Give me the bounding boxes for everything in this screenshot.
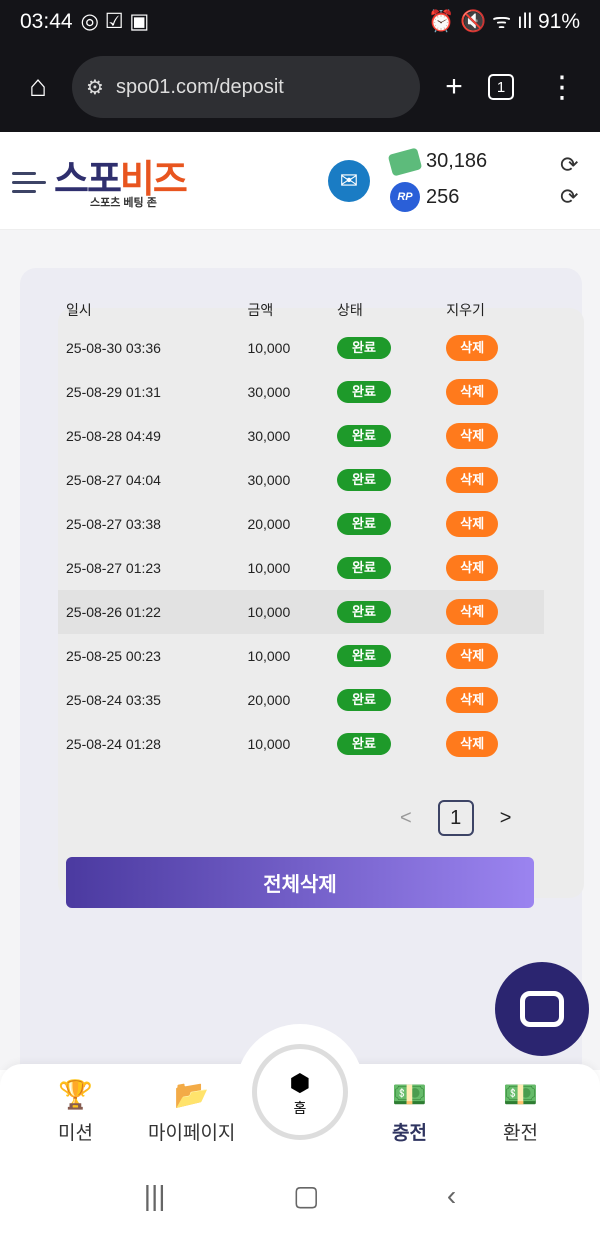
status-badge: 완료: [337, 425, 391, 447]
row-date: 25-08-25 00:23: [66, 648, 161, 664]
delete-all-button[interactable]: 전체삭제: [66, 857, 534, 908]
delete-button[interactable]: 삭제: [446, 511, 499, 537]
refresh-rp-icon[interactable]: ⟳: [560, 184, 579, 209]
nav-deposit[interactable]: 💵 충전: [392, 1079, 427, 1144]
folder-icon: 📂: [174, 1079, 210, 1110]
home-logo-icon: ⬢: [289, 1070, 311, 1097]
delete-button[interactable]: 삭제: [446, 467, 499, 493]
table-row: 25-08-26 01:22 10,000 완료 삭제: [58, 590, 544, 634]
system-nav: ||| ▢ ‹: [0, 1158, 600, 1233]
col-status: 상태: [337, 302, 363, 318]
menu-icon[interactable]: [12, 166, 46, 199]
row-date: 25-08-27 04:04: [66, 472, 161, 488]
next-page-button[interactable]: >: [499, 806, 512, 829]
site-header: 스포비즈 스포츠 베팅 존 ✉ 30,186 RP 256 ⟳ ⟳: [0, 132, 600, 230]
delete-button[interactable]: 삭제: [446, 379, 499, 405]
row-amount: 10,000: [247, 560, 291, 576]
nav-withdraw[interactable]: 💵 환전: [503, 1079, 538, 1144]
money-balance: 30,186: [387, 146, 487, 177]
status-bar: 03:44 ◎ ☑ ▣ ⏰ 🔇 ᯤ ıll 91%: [0, 0, 600, 42]
delete-button[interactable]: 삭제: [446, 731, 499, 757]
delete-button[interactable]: 삭제: [446, 687, 499, 713]
col-amount: 금액: [247, 302, 274, 318]
more-icon[interactable]: ⋮: [547, 70, 577, 104]
new-tab-icon[interactable]: +: [445, 70, 463, 103]
col-delete: 지우기: [446, 302, 485, 318]
prev-page-button[interactable]: <: [400, 806, 412, 829]
row-date: 25-08-30 03:36: [66, 340, 161, 356]
status-badge: 완료: [337, 469, 391, 491]
chat-button[interactable]: [495, 962, 589, 1056]
status-badge: 완료: [337, 337, 391, 359]
clock: 03:44: [20, 9, 73, 33]
row-date: 25-08-24 01:28: [66, 736, 161, 752]
table-row: 25-08-27 04:04 30,000 완료 삭제: [58, 458, 544, 502]
deposit-icon: 💵: [392, 1079, 427, 1110]
mail-icon[interactable]: ✉: [328, 160, 370, 202]
status-badge: 완료: [337, 689, 391, 711]
withdraw-icon: 💵: [503, 1079, 538, 1110]
row-date: 25-08-28 04:49: [66, 428, 161, 444]
row-amount: 20,000: [247, 516, 291, 532]
table-row: 25-08-24 03:35 20,000 완료 삭제: [58, 678, 544, 722]
nav-mypage[interactable]: 📂 마이페이지: [148, 1079, 236, 1144]
row-date: 25-08-24 03:35: [66, 692, 161, 708]
battery: 91%: [537, 10, 580, 33]
row-amount: 10,000: [239, 590, 329, 634]
col-date: 일시: [66, 302, 92, 318]
row-date: 25-08-27 03:38: [66, 516, 161, 532]
status-badge: 완료: [337, 381, 391, 403]
status-badge: 완료: [337, 601, 391, 623]
status-badge: 완료: [337, 733, 391, 755]
row-amount: 30,000: [247, 472, 291, 488]
deposit-history-table: 일시 금액 상태 지우기 25-08-30 03:36 10,000 완료 삭제…: [58, 294, 544, 766]
row-date: 25-08-27 01:23: [66, 560, 161, 576]
table-row: 25-08-24 01:28 10,000 완료 삭제: [58, 722, 544, 766]
status-icons: ⏰ 🔇 ᯤ ıll: [427, 10, 538, 33]
nav-home[interactable]: ⬢ 홈: [236, 1024, 364, 1152]
table-row: 25-08-27 03:38 20,000 완료 삭제: [58, 502, 544, 546]
pagination: < 1 >: [400, 800, 511, 836]
url-bar[interactable]: ⚙ spo01.com/deposit: [72, 56, 420, 118]
table-row: 25-08-25 00:23 10,000 완료 삭제: [58, 634, 544, 678]
status-badge: 완료: [337, 645, 391, 667]
table-row: 25-08-27 01:23 10,000 완료 삭제: [58, 546, 544, 590]
trophy-icon: 🏆: [58, 1079, 93, 1110]
browser-toolbar: ⌂ ⚙ spo01.com/deposit + 1 ⋮: [0, 42, 600, 132]
row-amount: 30,000: [247, 384, 291, 400]
site-settings-icon[interactable]: ⚙: [86, 76, 104, 99]
tabs-button[interactable]: 1: [488, 74, 528, 100]
delete-button[interactable]: 삭제: [446, 643, 499, 669]
row-date: 25-08-26 01:22: [58, 590, 240, 634]
delete-button[interactable]: 삭제: [446, 335, 499, 361]
logo-subtitle: 스포츠 베팅 존: [90, 197, 157, 209]
rp-icon: RP: [390, 182, 420, 212]
row-amount: 10,000: [247, 648, 291, 664]
delete-button[interactable]: 삭제: [446, 555, 499, 581]
status-badge: 완료: [337, 513, 391, 535]
url-text: spo01.com/deposit: [115, 75, 284, 98]
back-button[interactable]: ‹: [446, 1179, 457, 1211]
row-amount: 10,000: [247, 736, 291, 752]
table-row: 25-08-28 04:49 30,000 완료 삭제: [58, 414, 544, 458]
rp-balance: RP 256: [390, 182, 459, 212]
home-icon[interactable]: ⌂: [28, 70, 48, 103]
delete-button[interactable]: 삭제: [446, 423, 499, 449]
delete-button[interactable]: 삭제: [446, 599, 499, 625]
money-icon: [387, 146, 423, 177]
chat-icon: [520, 991, 564, 1027]
status-badge: 완료: [337, 557, 391, 579]
home-button[interactable]: ▢: [293, 1180, 320, 1211]
row-amount: 10,000: [247, 340, 291, 356]
row-amount: 20,000: [247, 692, 291, 708]
recent-apps-button[interactable]: |||: [143, 1179, 166, 1211]
row-amount: 30,000: [247, 428, 291, 444]
page-1-button[interactable]: 1: [437, 800, 474, 836]
row-date: 25-08-29 01:31: [66, 384, 161, 400]
logo[interactable]: 스포비즈: [54, 159, 188, 201]
table-row: 25-08-29 01:31 30,000 완료 삭제: [58, 370, 544, 414]
nav-mission[interactable]: 🏆 미션: [58, 1079, 93, 1144]
refresh-money-icon[interactable]: ⟳: [560, 152, 579, 177]
table-row: 25-08-30 03:36 10,000 완료 삭제: [58, 326, 544, 370]
